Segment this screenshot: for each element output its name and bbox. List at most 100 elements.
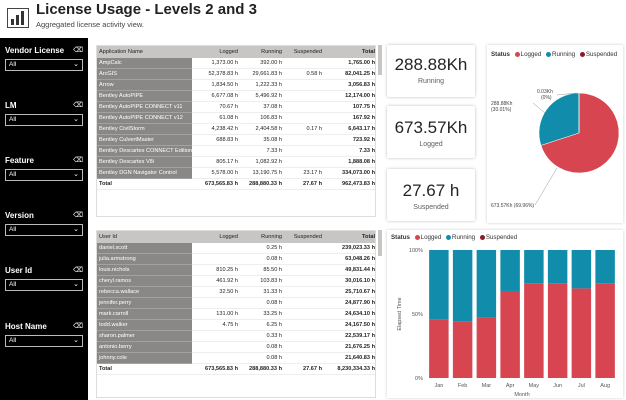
table-row[interactable]: Bentley AutoPIPE CONNECT v12 61.08 h 106.8… (97, 112, 375, 124)
pie-leader-line (534, 167, 558, 206)
legend-item[interactable]: Suspended (485, 234, 518, 241)
bar-segment-running[interactable] (547, 250, 568, 284)
cell-value: 35.08 h (240, 134, 284, 146)
bar-segment-logged[interactable] (547, 283, 568, 378)
cell-value: 0.08 h (240, 297, 284, 309)
bar-segment-running[interactable] (524, 250, 544, 284)
cell-value: 37.08 h (240, 101, 284, 113)
logged-card: 673.57Kh Logged (387, 106, 475, 158)
clear-filter-icon[interactable]: ⌫ (73, 323, 83, 330)
chevron-down-icon: ⌄ (73, 61, 79, 68)
table-row[interactable]: Bentley CivilStorm 4,238.42 h 2,404.58 h 0.… (97, 123, 375, 135)
card-value: 673.57Kh (394, 118, 468, 137)
table-row[interactable]: Bentley AutoPIPE CONNECT v11 70.67 h 37.08… (97, 101, 375, 113)
clear-filter-icon[interactable]: ⌫ (73, 267, 83, 274)
slicer-user-id: User Id ⌫ All ⌄ (5, 266, 83, 291)
column-header[interactable]: Total (324, 46, 375, 58)
pie-leader-line (532, 102, 546, 114)
user-table-scrollbar[interactable] (378, 230, 382, 256)
table-row[interactable]: cheryl.ramos 461.92 h 103.83 h 30,016.10 h (97, 275, 375, 287)
table-row[interactable]: Bentley Descartes V8i 805.17 h 1,082.92 h 1… (97, 156, 375, 168)
table-row[interactable]: daniel.scott 0.25 h 239,023.33 h (97, 243, 375, 254)
legend-item[interactable]: Running (452, 234, 476, 241)
total-label: Total (97, 363, 192, 375)
legend-item[interactable]: Running (552, 51, 576, 58)
bar-segment-running[interactable] (452, 250, 473, 322)
legend-item[interactable]: Logged (420, 234, 442, 241)
bar-segment-logged[interactable] (500, 290, 520, 378)
bar-segment-running[interactable] (500, 250, 520, 291)
host-name-dropdown[interactable]: All ⌄ (5, 335, 83, 347)
clear-filter-icon[interactable]: ⌫ (73, 47, 83, 54)
column-header[interactable]: Application Name (97, 46, 192, 58)
table-row[interactable]: julia.armstrong 0.08 h 63,048.26 h (97, 253, 375, 265)
column-header[interactable]: Suspended (284, 231, 324, 243)
legend-item[interactable]: Logged (520, 51, 542, 58)
bar-segment-running[interactable] (476, 250, 497, 318)
row-label: julia.armstrong (97, 253, 192, 265)
cell-value: 0.08 h (240, 352, 284, 364)
bar-segment-logged[interactable] (595, 283, 615, 378)
table-row[interactable]: louis.nichols 810.25 h 85.50 h 49,831.44 h (97, 264, 375, 276)
vendor-license-dropdown[interactable]: All ⌄ (5, 59, 83, 71)
cell-value: 334,073.00 h (324, 167, 375, 179)
x-tick-label: Feb (458, 383, 467, 389)
monthly-stacked-bar-chart[interactable]: 0% 50% 100% Elapsed Time Jan Feb Mar Apr May Jun J… (387, 244, 623, 398)
clear-filter-icon[interactable]: ⌫ (73, 102, 83, 109)
cell-value (192, 243, 240, 254)
chevron-down-icon: ⌄ (73, 116, 79, 123)
column-header[interactable]: Total (324, 231, 375, 243)
card-label: Running (417, 78, 445, 85)
running-card: 288.88Kh Running (387, 45, 475, 97)
bar-legend: Status Logged Running Suspended (391, 234, 517, 241)
bar-segment-logged[interactable] (429, 319, 449, 378)
column-header[interactable]: Logged (192, 231, 240, 243)
bar-segment-logged[interactable] (524, 283, 544, 378)
bar-segment-logged[interactable] (476, 317, 497, 378)
cell-value (192, 330, 240, 342)
table-row[interactable]: rebecca.wallace 32.50 h 31.33 h 25,710.67 h (97, 286, 375, 298)
table-row[interactable]: todd.walker 4.75 h 6.25 h 24,167.50 h (97, 319, 375, 331)
table-row[interactable]: AmpCalc 1,373.00 h 392.00 h 1,765.00 h (97, 58, 375, 69)
total-value: 27.67 h (284, 363, 324, 375)
table-row[interactable]: jennifer.perry 0.08 h 24,877.90 h (97, 297, 375, 309)
column-header[interactable]: Logged (192, 46, 240, 58)
table-row[interactable]: antonio.berry 0.08 h 21,676.25 h (97, 341, 375, 353)
table-row[interactable]: mark.carroll 131.00 h 33.25 h 24,634.10 h (97, 308, 375, 320)
bar-segment-running[interactable] (571, 250, 592, 289)
user-id-dropdown[interactable]: All ⌄ (5, 279, 83, 291)
slicer-value: All (9, 281, 17, 288)
column-header[interactable]: Running (240, 231, 284, 243)
cell-value (284, 352, 324, 364)
table-row[interactable]: sharon.palmer 0.33 h 22,539.17 h (97, 330, 375, 342)
cell-value (284, 156, 324, 168)
column-header[interactable]: Suspended (284, 46, 324, 58)
table-row[interactable]: Bentley Descartes CONNECT Edition 7.33 h 7… (97, 145, 375, 157)
table-row[interactable]: Bentley CulvertMaster 688.83 h 35.08 h 723.… (97, 134, 375, 146)
bar-segment-logged[interactable] (571, 288, 592, 378)
status-pie-chart[interactable]: 673.57Kh (69.96%) 288.88Kh(30.01%) 0.03Kh(… (487, 63, 623, 223)
cell-value: 63,048.26 h (324, 253, 375, 265)
table-row[interactable]: Bentley AutoPIPE 6,677.08 h 5,496.92 h 12,1… (97, 90, 375, 102)
column-header[interactable]: User Id (97, 231, 192, 243)
bar-segment-running[interactable] (429, 250, 449, 320)
app-table-scrollbar[interactable] (378, 45, 382, 75)
table-row[interactable]: ArcGIS 52,378.83 h 29,661.83 h 0.58 h 82,041… (97, 68, 375, 80)
pie-slice-logged[interactable] (540, 92, 620, 174)
table-row[interactable]: johnny.cole 0.08 h 21,640.83 h (97, 352, 375, 364)
cell-value: 1,765.00 h (324, 58, 375, 69)
slicer-label: User Id (5, 266, 33, 275)
legend-item[interactable]: Suspended (585, 51, 618, 58)
lm-dropdown[interactable]: All ⌄ (5, 114, 83, 126)
feature-dropdown[interactable]: All ⌄ (5, 169, 83, 181)
clear-filter-icon[interactable]: ⌫ (73, 157, 83, 164)
total-value: 962,473.83 h (324, 178, 375, 190)
bar-segment-running[interactable] (595, 250, 615, 284)
table-row[interactable]: Arrow 1,834.50 h 1,222.33 h 3,056.83 h (97, 79, 375, 91)
version-dropdown[interactable]: All ⌄ (5, 224, 83, 236)
bar-segment-logged[interactable] (452, 321, 473, 378)
column-header[interactable]: Running (240, 46, 284, 58)
cell-value (284, 330, 324, 342)
clear-filter-icon[interactable]: ⌫ (73, 212, 83, 219)
